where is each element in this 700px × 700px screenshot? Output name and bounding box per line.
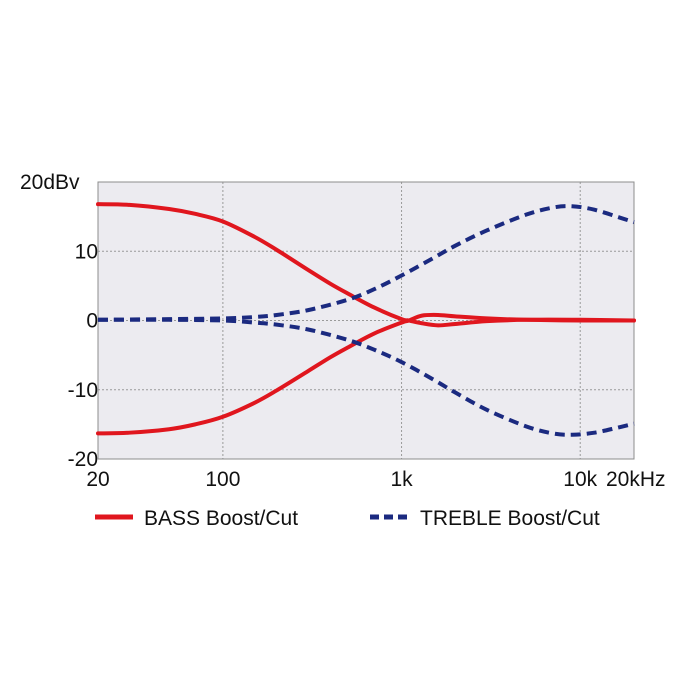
y-tick-label: -20 <box>68 448 98 471</box>
y-tick-label: -10 <box>68 379 98 402</box>
legend: BASS Boost/Cut TREBLE Boost/Cut <box>95 507 600 530</box>
y-tick-label: 10 <box>75 240 98 263</box>
x-tick-label: 20 <box>86 468 109 491</box>
treble-legend-label: TREBLE Boost/Cut <box>420 507 600 530</box>
bass-legend-label: BASS Boost/Cut <box>144 507 298 530</box>
y-tick-label: 20dBv <box>20 171 80 194</box>
response-curves <box>96 202 636 437</box>
x-tick-label: 20kHz <box>606 468 666 491</box>
x-tick-label: 100 <box>205 468 240 491</box>
treble-curve-cut <box>97 317 635 437</box>
treble-curve-boost <box>97 204 635 322</box>
x-tick-label: 10k <box>563 468 597 491</box>
y-tick-label: 0 <box>86 310 98 333</box>
bass-curve-boost <box>96 202 636 328</box>
x-tick-label: 1k <box>390 468 413 491</box>
bass-curve-cut <box>96 312 636 436</box>
